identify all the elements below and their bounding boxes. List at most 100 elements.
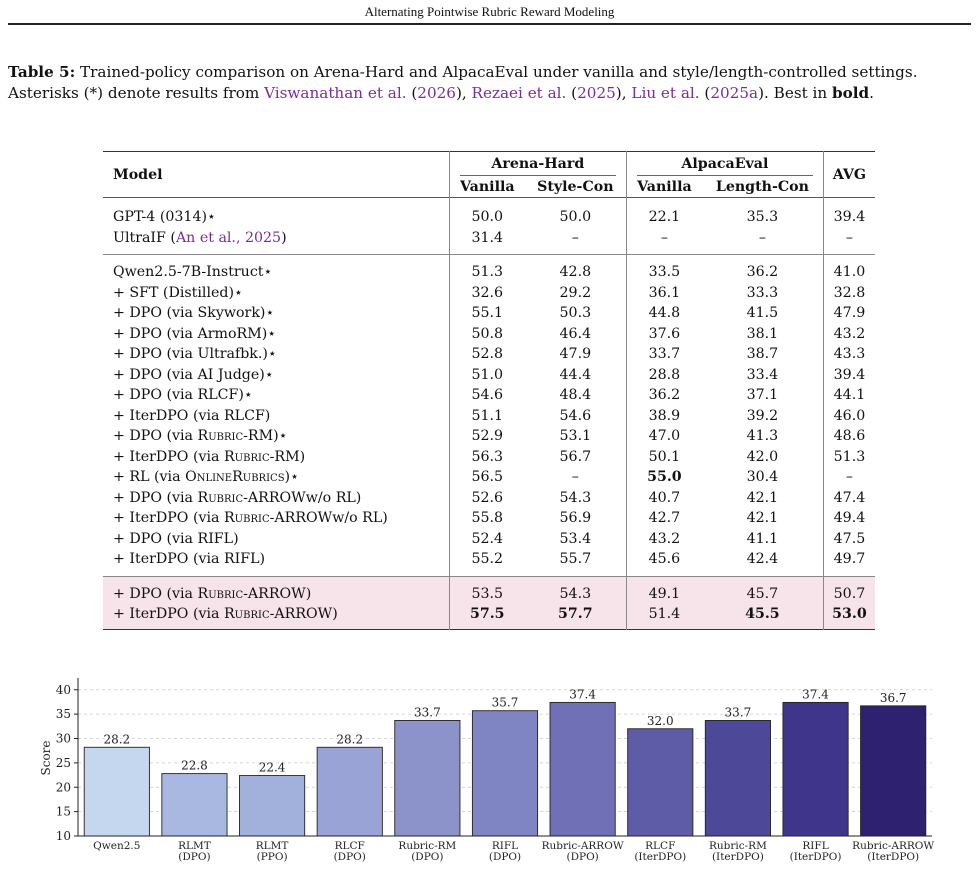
avg-cell: 39.4 [822, 197, 875, 228]
citation-link[interactable]: Rezaei et al. [471, 84, 567, 102]
alpaca-vanilla-cell: 43.2 [625, 528, 702, 549]
model-name-prefix: + DPO (via [113, 428, 198, 445]
avg-cell: 47.9 [822, 303, 875, 324]
arena-vanilla-cell: 51.3 [448, 254, 525, 283]
arena-vanilla-cell: 51.1 [448, 405, 525, 426]
citation-link[interactable]: Liu et al. [631, 84, 700, 102]
arena-vanilla-cell: 52.6 [448, 487, 525, 508]
model-name-prefix: + IterDPO (via [113, 510, 224, 527]
model-name-prefix: + RL (via [113, 469, 186, 486]
avg-cell: 53.0 [822, 604, 875, 629]
chart-bars: 28.2 22.8 22.4 28.2 33.7 35.7 37.4 32.0 33.7 37.4… [83, 687, 927, 837]
table-row: + DPO (via Skywork)⋆ 55.1 50.3 44.8 41.5 47.9 [103, 303, 875, 324]
arena-stylecon-cell: 44.4 [559, 366, 592, 383]
alpaca-vanilla-cell: 22.1 [625, 197, 702, 228]
arena-vanilla-cell: 53.5 [448, 576, 525, 604]
arena-stylecon-cell: 46.4 [559, 325, 592, 342]
caption-label: Table 5: [8, 63, 76, 81]
table-row: + DPO (via Ultrafbk.)⋆ 52.8 47.9 33.7 38.7 43… [103, 344, 875, 365]
arena-stylecon-cell: 54.6 [559, 407, 592, 424]
x-tick-label: Rubric-ARROW [852, 840, 934, 852]
arena-stylecon-cell: 56.7 [559, 448, 592, 465]
model-name-suffix: -RM) [269, 448, 306, 465]
citation-year-link[interactable]: 2025 [577, 84, 616, 102]
alpaca-lengthcon-cell: 42.1 [746, 489, 779, 506]
model-name-suffix: -ARROWw/o RL) [243, 489, 362, 506]
method-smallcaps: OnlineRubrics [185, 469, 285, 486]
caption-period: . [869, 84, 874, 102]
arena-vanilla-cell: 56.5 [448, 467, 525, 488]
citation-year-link[interactable]: 2026 [417, 84, 456, 102]
alpaca-vanilla-cell: 36.2 [625, 385, 702, 406]
bar [394, 720, 461, 837]
arena-vanilla-cell: 52.4 [448, 528, 525, 549]
model-name-suffix: -RM)⋆ [243, 428, 288, 445]
avg-cell: – [822, 227, 875, 255]
arena-vanilla-header: Vanilla [448, 176, 525, 198]
arena-stylecon-header: Style-Con [537, 178, 614, 195]
table-row: + DPO (via Rubric-ARROW) 53.5 54.3 49.1 45.7… [103, 576, 875, 604]
model-cell: + IterDPO (via Rubric-ARROW) [103, 604, 449, 629]
alpaca-vanilla-cell: 33.7 [625, 344, 702, 365]
model-name-prefix: + DPO (via [113, 585, 198, 602]
bar [161, 773, 228, 837]
avg-cell: 39.4 [822, 364, 875, 385]
arena-stylecon-cell: 57.7 [558, 606, 593, 623]
arena-vanilla-cell: 56.3 [448, 446, 525, 467]
alpaca-vanilla-cell: 51.4 [625, 604, 702, 629]
alpaca-lengthcon-cell: 42.1 [746, 510, 779, 527]
model-cell: + DPO (via Rubric-RM)⋆ [103, 426, 449, 447]
alpacaeval-header: AlpacaEval [625, 151, 824, 177]
citation-link[interactable]: Viswanathan et al. [264, 84, 407, 102]
citation-year-link[interactable]: 2025a [710, 84, 759, 102]
model-cell: UltraIF (An et al., 2025) [103, 228, 449, 255]
x-tick-label: (DPO) [566, 851, 598, 863]
avg-cell: 49.7 [822, 549, 875, 576]
avg-cell: 50.7 [822, 576, 875, 604]
model-cell: + DPO (via RIFL) [113, 530, 239, 547]
bar-value-label: 37.4 [802, 687, 829, 701]
x-tick-label: (IterDPO) [867, 851, 919, 863]
model-cell: + DPO (via Skywork)⋆ [113, 305, 275, 322]
model-cell: + DPO (via ArmoRM)⋆ [113, 325, 277, 342]
model-cell: + IterDPO (via Rubric-ARROWw/o RL) [103, 508, 449, 529]
avg-cell: 44.1 [822, 385, 875, 406]
model-cell: + DPO (via RLCF)⋆ [113, 387, 253, 404]
model-name-prefix: + DPO (via [113, 489, 198, 506]
avg-cell: 46.0 [822, 405, 875, 426]
bar [239, 775, 306, 837]
alpaca-vanilla-cell: 49.1 [625, 576, 702, 604]
avg-cell: 41.0 [822, 254, 875, 283]
alpaca-lengthcon-cell: 30.4 [746, 469, 779, 486]
table-row: + SFT (Distilled)⋆ 32.6 29.2 36.1 33.3 32.8 [103, 282, 875, 303]
bar-value-label: 37.4 [569, 687, 596, 701]
arena-stylecon-cell: 56.9 [559, 510, 592, 527]
table-row: UltraIF (An et al., 2025) 31.4– – – – [103, 227, 875, 255]
arena-stylecon-cell: 53.1 [559, 428, 592, 445]
citation-link[interactable]: An et al., 2025 [175, 229, 282, 246]
bar-value-label: 35.7 [492, 696, 519, 710]
bar-value-label: 32.0 [647, 714, 674, 728]
model-cell: + RL (via OnlineRubrics)⋆ [103, 467, 449, 488]
arena-stylecon-cell: 55.7 [559, 551, 592, 568]
table-row: Qwen2.5-7B-Instruct⋆ 51.3 42.8 33.5 36.2 41.0 [103, 254, 875, 283]
arena-stylecon-cell: – [571, 469, 579, 486]
model-cell: + DPO (via Ultrafbk.)⋆ [113, 346, 277, 363]
results-table: Model Arena-Hard AlpacaEval AVG Vanilla … [103, 151, 875, 630]
alpaca-vanilla-cell: 40.7 [625, 487, 702, 508]
x-tick-label: Qwen2.5 [93, 840, 140, 852]
table-row: + DPO (via RIFL) 52.4 53.4 43.2 41.1 47.5 [103, 528, 875, 549]
arena-vanilla-cell: 55.8 [448, 508, 525, 529]
bar [549, 701, 616, 837]
alpaca-vanilla-cell: 55.0 [625, 467, 702, 488]
table-row: + DPO (via Rubric-RM)⋆ 52.9 53.1 47.0 41.3 48… [103, 426, 875, 447]
model-cell: + IterDPO (via Rubric-RM) [103, 447, 449, 468]
bar [627, 728, 694, 837]
model-name-suffix: )⋆ [284, 469, 299, 486]
method-smallcaps: Rubric [224, 606, 270, 623]
bar-value-label: 22.8 [181, 759, 208, 773]
bar [316, 746, 383, 837]
bar-value-label: 28.2 [336, 732, 363, 746]
x-tick-label: Rubric-ARROW [542, 840, 624, 852]
arena-vanilla-cell: 52.9 [448, 426, 525, 447]
